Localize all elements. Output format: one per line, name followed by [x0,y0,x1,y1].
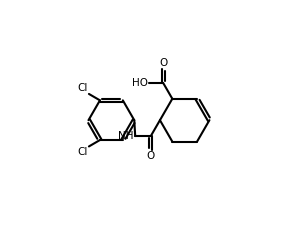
Text: NH: NH [118,131,134,141]
Text: O: O [159,58,167,68]
Text: O: O [147,151,155,161]
Text: Cl: Cl [78,147,88,157]
Text: Cl: Cl [78,83,88,93]
Text: HO: HO [133,78,149,88]
